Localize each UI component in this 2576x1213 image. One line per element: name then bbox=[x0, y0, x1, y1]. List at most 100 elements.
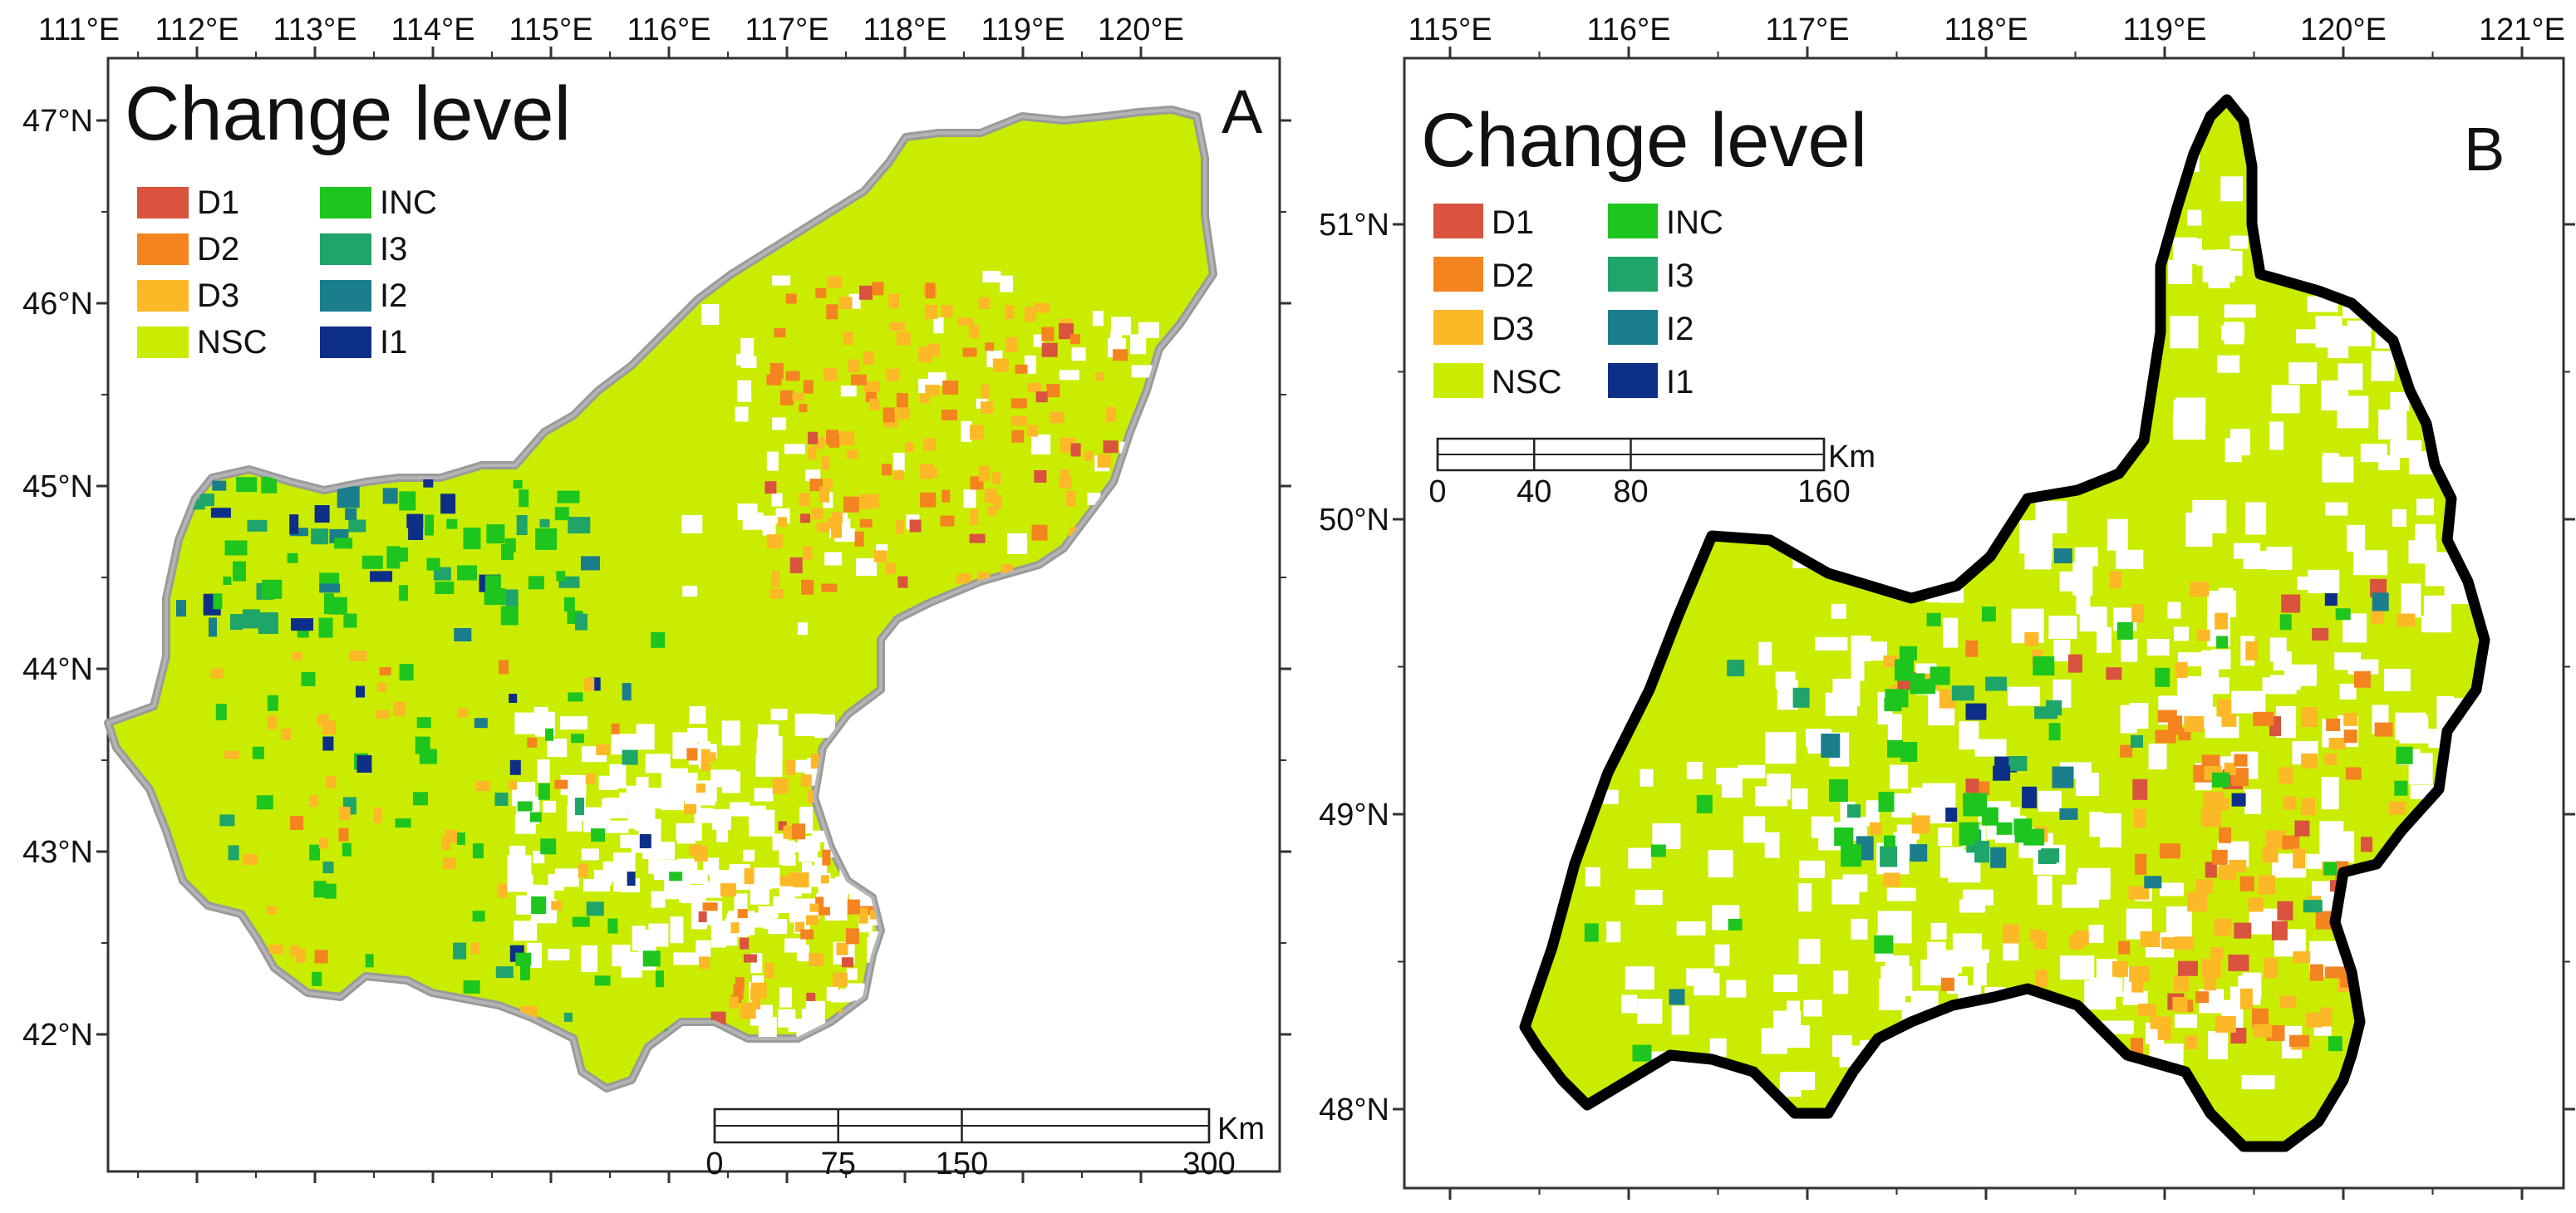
change-cell bbox=[584, 677, 595, 691]
change-cell bbox=[1928, 957, 1954, 980]
change-cell bbox=[361, 555, 383, 569]
change-cell bbox=[803, 545, 813, 560]
change-cell bbox=[2321, 381, 2349, 410]
change-cell bbox=[1031, 435, 1051, 454]
change-cell bbox=[2215, 612, 2229, 630]
change-cell bbox=[636, 724, 655, 750]
change-cell bbox=[1758, 641, 1772, 665]
change-cell bbox=[287, 552, 298, 563]
change-cell bbox=[538, 783, 550, 800]
change-cell bbox=[648, 923, 669, 947]
change-cell bbox=[805, 469, 821, 482]
change-cell bbox=[2131, 734, 2143, 748]
change-cell bbox=[1792, 687, 1810, 708]
change-cell bbox=[454, 628, 472, 641]
change-cell bbox=[2089, 812, 2103, 837]
change-cell bbox=[311, 528, 329, 545]
change-cell bbox=[463, 528, 481, 549]
change-cell bbox=[892, 469, 904, 480]
change-cell bbox=[2208, 1031, 2228, 1059]
change-cell bbox=[575, 798, 584, 816]
change-cell bbox=[556, 571, 566, 582]
change-cell bbox=[2131, 978, 2144, 993]
change-cell bbox=[2326, 718, 2341, 731]
change-cell bbox=[342, 842, 351, 857]
change-cell bbox=[1886, 887, 1916, 901]
change-cell bbox=[484, 575, 501, 597]
change-cell bbox=[1035, 391, 1048, 403]
change-cell bbox=[2231, 690, 2266, 714]
change-cell bbox=[2069, 934, 2084, 950]
change-cell bbox=[720, 883, 736, 897]
change-cell bbox=[815, 287, 827, 298]
change-cell bbox=[2301, 707, 2318, 728]
legend-label-inc: INC bbox=[1666, 204, 1723, 241]
lat-tick-label: 43°N bbox=[22, 835, 93, 870]
legend-label-d1: D1 bbox=[1492, 204, 1534, 241]
change-cell bbox=[873, 550, 887, 562]
change-cell bbox=[1930, 922, 1947, 940]
change-cell bbox=[669, 872, 683, 882]
change-cell bbox=[1034, 302, 1050, 313]
change-cell bbox=[2187, 209, 2202, 226]
change-cell bbox=[2279, 614, 2292, 631]
change-cell bbox=[655, 970, 664, 988]
change-cell bbox=[682, 586, 698, 597]
change-cell bbox=[2074, 547, 2098, 567]
lat-tick-label: 49°N bbox=[1319, 798, 1389, 832]
panel-b-region-boundary bbox=[1519, 94, 2490, 1152]
change-cell bbox=[585, 773, 596, 784]
change-cell bbox=[1831, 603, 1846, 619]
change-cell bbox=[472, 843, 484, 859]
change-cell bbox=[696, 783, 705, 793]
change-cell bbox=[896, 406, 910, 420]
change-cell bbox=[337, 486, 360, 508]
change-cell bbox=[806, 915, 819, 926]
change-cell bbox=[2239, 988, 2253, 1009]
change-cell bbox=[848, 359, 860, 373]
change-cell bbox=[2067, 654, 2082, 673]
change-cell bbox=[1766, 773, 1791, 800]
change-cell bbox=[399, 664, 414, 681]
change-cell bbox=[942, 381, 959, 395]
change-cell bbox=[1945, 808, 1958, 822]
change-cell bbox=[1709, 1038, 1727, 1057]
change-cell bbox=[1974, 739, 2007, 757]
lon-tick-label: 115°E bbox=[509, 12, 592, 47]
change-cell bbox=[2253, 1024, 2273, 1038]
change-cell bbox=[819, 486, 829, 503]
change-cell bbox=[2024, 631, 2039, 646]
change-cell bbox=[2088, 925, 2104, 943]
change-cell bbox=[349, 651, 367, 661]
change-cell bbox=[314, 505, 330, 523]
legend-swatch-i1 bbox=[320, 327, 371, 358]
change-cell bbox=[785, 842, 800, 852]
change-cell bbox=[509, 694, 518, 703]
legend-swatch-d3 bbox=[1433, 310, 1483, 345]
change-cell bbox=[2185, 1035, 2198, 1050]
change-cell bbox=[2315, 911, 2333, 930]
change-cell bbox=[886, 368, 900, 381]
change-cell bbox=[863, 381, 880, 392]
change-cell bbox=[2269, 421, 2283, 450]
change-cell bbox=[1803, 999, 1822, 1017]
change-cell bbox=[440, 494, 456, 514]
change-cell bbox=[730, 802, 750, 817]
change-cell bbox=[828, 433, 840, 448]
change-cell bbox=[2072, 562, 2093, 596]
change-cell bbox=[764, 962, 774, 979]
change-cell bbox=[472, 911, 485, 922]
change-cell bbox=[2172, 997, 2188, 1013]
change-cell bbox=[572, 916, 590, 927]
change-cell bbox=[376, 710, 390, 719]
panel-a-axis-ticks: 111°E 112°E 113°E 114°E 115°E 116°E 117°E 118°E… bbox=[22, 12, 1291, 1183]
change-cell bbox=[543, 801, 557, 813]
change-cell bbox=[923, 438, 937, 451]
change-cell bbox=[1847, 804, 1861, 818]
change-cell bbox=[2089, 977, 2123, 997]
change-cell bbox=[2234, 543, 2261, 559]
change-cell bbox=[820, 875, 829, 884]
change-cell bbox=[1973, 959, 1987, 986]
change-cell bbox=[1870, 822, 1883, 835]
